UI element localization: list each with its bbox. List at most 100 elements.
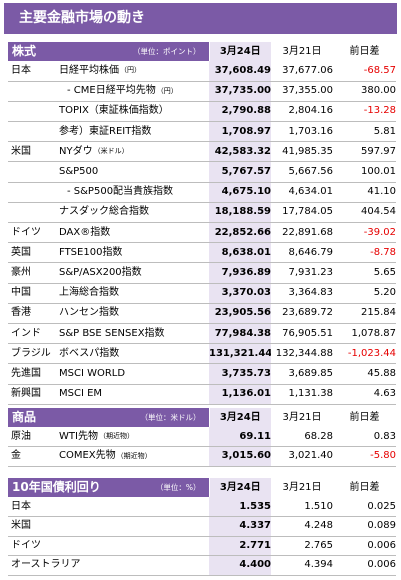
value-change: 1,078.87	[333, 323, 396, 345]
section-unit: （単位：ポイント）	[133, 47, 201, 56]
table-row: 先進国 MSCI WORLD 3,735.73 3,689.85 45.88	[8, 363, 396, 385]
index-name: MSCI EM	[59, 388, 103, 400]
section-title-cell: 株式 （単位：ポイント）	[8, 42, 209, 61]
row-label-cell: ナスダック総合指数	[8, 202, 209, 224]
table-row: 参考）東証REIT指数 1,708.97 1,703.16 5.81	[8, 121, 396, 143]
country-label: ドイツ	[11, 226, 41, 238]
value-current: 2.771	[209, 536, 271, 556]
value-previous: 1.510	[271, 497, 333, 517]
index-name: S&P500	[59, 166, 99, 178]
value-current: 23,905.56	[209, 303, 271, 324]
row-label-cell: 香港 ハンセン指数	[8, 303, 209, 324]
value-previous: 3,021.40	[271, 446, 333, 467]
value-previous: 1,703.16	[271, 121, 333, 143]
value-previous: 3,689.85	[271, 363, 333, 385]
index-name: NYダウ	[59, 145, 93, 157]
country-label: インド	[11, 327, 41, 339]
country-label: 豪州	[11, 266, 31, 278]
value-previous: 4.394	[271, 555, 333, 576]
section-header: 商品 （単位：米ドル） 3月24日 3月21日 前日差	[8, 408, 396, 427]
value-change: 0.83	[333, 427, 396, 447]
value-previous: 2,804.16	[271, 101, 333, 123]
value-current: 37,608.49	[209, 61, 271, 82]
index-name: 参考）東証REIT指数	[59, 125, 152, 137]
country-label: オーストラリア	[11, 559, 81, 571]
value-current: 37,735.00	[209, 81, 271, 102]
country-label: 先進国	[11, 367, 41, 379]
table-row: - S&P500配当貴族指数 4,675.10 4,634.01 41.10	[8, 182, 396, 203]
value-previous: 37,355.00	[271, 81, 333, 102]
index-name: ハンセン指数	[59, 307, 119, 319]
value-current: 8,638.01	[209, 242, 271, 264]
country-label: 香港	[11, 307, 31, 319]
value-change: -13.28	[333, 101, 396, 123]
value-current: 3,735.73	[209, 363, 271, 385]
value-current: 5,767.57	[209, 161, 271, 183]
index-name: 日経平均株価	[59, 64, 119, 76]
table-row: 香港 ハンセン指数 23,905.56 23,689.72 215.84	[8, 303, 396, 324]
index-name: S&P BSE SENSEX指数	[59, 327, 165, 339]
table-row: 米国 4.337 4.248 0.089	[8, 516, 396, 537]
index-name: S&P/ASX200指数	[59, 266, 142, 278]
row-label-cell: - S&P500配当貴族指数	[8, 182, 209, 203]
section-title-cell: 商品 （単位：米ドル）	[8, 408, 209, 427]
value-change: -8.78	[333, 242, 396, 264]
row-label-cell: 日本	[8, 497, 209, 517]
value-current: 18,188.59	[209, 202, 271, 224]
value-current: 77,984.38	[209, 323, 271, 345]
index-name: - CME日経平均先物	[67, 85, 156, 97]
value-previous: 8,646.79	[271, 242, 333, 264]
column-header-diff: 前日差	[333, 408, 396, 427]
index-name: FTSE100指数	[59, 246, 123, 258]
row-label-cell: 新興国 MSCI EM	[8, 384, 209, 405]
value-current: 7,936.89	[209, 262, 271, 284]
row-label-cell: S&P500	[8, 161, 209, 183]
row-label-cell: ドイツ DAX®指数	[8, 222, 209, 244]
value-previous: 4,634.01	[271, 182, 333, 203]
table-row: - CME日経平均先物 （円） 37,735.00 37,355.00 380.00	[8, 81, 396, 102]
value-previous: 5,667.56	[271, 161, 333, 183]
index-name: TOPIX（東証株価指数）	[59, 105, 169, 117]
country-label: ドイツ	[11, 539, 41, 551]
value-change: -5.80	[333, 446, 396, 467]
row-label-cell: ドイツ	[8, 536, 209, 556]
value-current: 69.11	[209, 427, 271, 447]
value-previous: 23,689.72	[271, 303, 333, 324]
value-change: 0.025	[333, 497, 396, 517]
section-title-cell: 10年国債利回り （単位：%）	[8, 478, 209, 497]
index-unit: （期近物）	[98, 432, 134, 440]
row-label-cell: 英国 FTSE100指数	[8, 242, 209, 264]
table-row: 原油 WTI先物 （期近物） 69.11 68.28 0.83	[8, 427, 396, 447]
section-title: 商品	[12, 410, 37, 424]
value-change: 0.006	[333, 536, 396, 556]
table-row: オーストラリア 4.400 4.394 0.006	[8, 555, 396, 576]
value-current: 3,015.60	[209, 446, 271, 467]
value-change: 41.10	[333, 182, 396, 203]
index-name: - S&P500配当貴族指数	[67, 186, 174, 198]
value-current: 1,136.01	[209, 384, 271, 405]
value-previous: 68.28	[271, 427, 333, 447]
value-change: 0.089	[333, 516, 396, 537]
table-row: 中国 上海総合指数 3,370.03 3,364.83 5.20	[8, 283, 396, 304]
row-label-cell: インド S&P BSE SENSEX指数	[8, 323, 209, 345]
column-header-date1: 3月24日	[208, 42, 271, 61]
column-header-date2: 3月21日	[271, 42, 333, 61]
section-header: 株式 （単位：ポイント） 3月24日 3月21日 前日差	[8, 42, 396, 61]
row-label-cell: ブラジル ボベスパ指数	[8, 343, 209, 365]
country-label: ブラジル	[11, 347, 51, 359]
value-previous: 7,931.23	[271, 262, 333, 284]
value-current: 1.535	[209, 497, 271, 517]
index-name: ボベスパ指数	[59, 347, 120, 359]
column-header-date1: 3月24日	[208, 478, 271, 497]
row-label-cell: オーストラリア	[8, 555, 209, 576]
value-previous: 41,985.35	[271, 141, 333, 163]
column-header-date2: 3月21日	[271, 408, 333, 427]
index-name: WTI先物	[59, 430, 98, 442]
value-previous: 3,364.83	[271, 283, 333, 304]
index-unit: （期近物）	[116, 451, 152, 460]
value-change: 0.006	[333, 555, 396, 576]
value-current: 42,583.32	[209, 141, 271, 163]
index-unit: （円）	[120, 66, 141, 75]
value-previous: 37,677.06	[271, 61, 333, 82]
row-label-cell: 原油 WTI先物 （期近物）	[8, 427, 209, 447]
